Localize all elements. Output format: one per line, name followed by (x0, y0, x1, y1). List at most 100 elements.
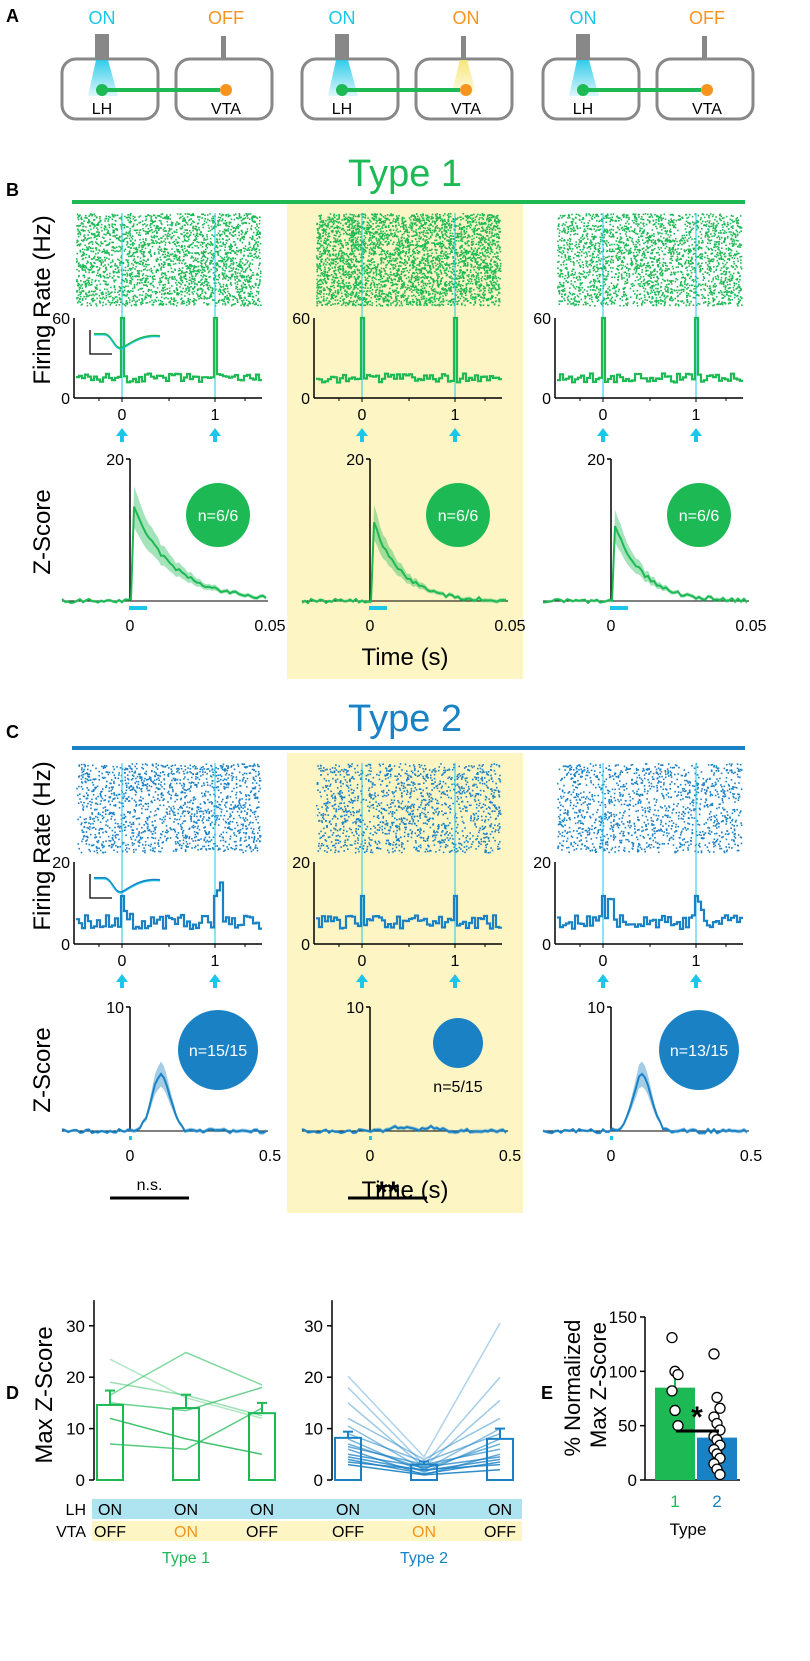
spike-dot (464, 232, 467, 234)
spike-dot (489, 298, 492, 300)
spike-dot (412, 248, 415, 251)
spike-dot (178, 262, 181, 264)
spike-dot (159, 242, 161, 245)
spike-dot (148, 295, 150, 297)
spike-dot (142, 244, 144, 247)
spike-dot (327, 250, 329, 252)
spike-dot (243, 214, 246, 217)
spike-dot (384, 220, 386, 222)
spike-dot (355, 291, 358, 294)
spike-dot (447, 213, 450, 215)
spike-dot (389, 214, 391, 217)
spike-dot (215, 250, 217, 253)
spike-dot (420, 225, 422, 227)
spike-dot (465, 228, 468, 230)
spike-dot (323, 231, 325, 233)
spike-dot (204, 248, 207, 251)
spike-dot (347, 262, 349, 264)
spike-dot (104, 217, 107, 220)
spike-dot (432, 281, 435, 283)
spike-dot (169, 290, 171, 292)
spike-dot (475, 296, 477, 298)
spike-dot (380, 284, 382, 286)
spike-dot (318, 286, 320, 288)
spike-dot (189, 244, 192, 246)
spike-dot (141, 261, 144, 264)
spike-dot (230, 260, 232, 263)
spike-dot (450, 251, 452, 253)
spike-dot (92, 271, 95, 273)
spike-dot (141, 278, 144, 280)
spike-dot (445, 274, 448, 277)
spike-dot (123, 223, 126, 226)
spike-dot (188, 238, 190, 241)
spike-dot (348, 301, 351, 304)
spike-dot (393, 249, 396, 251)
spike-dot (414, 216, 416, 218)
spike-dot (368, 227, 370, 230)
spike-dot (112, 246, 115, 248)
spike-dot (486, 215, 489, 218)
spike-dot (356, 296, 359, 298)
spike-dot (162, 290, 165, 292)
spike-dot (456, 254, 458, 256)
spike-dot (390, 232, 392, 235)
spike-dot (191, 243, 193, 246)
spike-dot (237, 217, 240, 220)
spike-dot (401, 236, 403, 238)
spike-dot (184, 275, 187, 277)
spike-dot (147, 275, 149, 277)
spike-dot (392, 243, 394, 245)
spike-dot (327, 226, 329, 228)
spike-dot (321, 229, 323, 231)
spike-dot (192, 293, 194, 295)
spike-dot (93, 265, 95, 267)
spike-dot (409, 269, 411, 271)
spike-dot (124, 294, 126, 297)
spike-dot (369, 260, 372, 263)
spike-dot (229, 245, 232, 247)
spike-dot (81, 290, 83, 292)
spike-dot (237, 294, 240, 296)
spike-dot (207, 267, 209, 269)
spike-dot (423, 287, 426, 290)
spike-dot (334, 266, 336, 268)
spike-dot (419, 245, 421, 247)
spike-dot (222, 278, 224, 280)
spike-dot (202, 213, 204, 215)
spike-dot (350, 241, 352, 243)
spike-dot (467, 250, 469, 253)
spike-dot (106, 276, 108, 279)
spike-dot (107, 263, 110, 266)
spike-dot (203, 266, 206, 269)
spike-dot (180, 216, 182, 219)
spike-dot (167, 258, 169, 261)
spike-dot (103, 233, 105, 236)
spike-dot (485, 282, 488, 284)
spike-dot (398, 214, 400, 217)
spike-dot (493, 286, 496, 289)
spike-dot (154, 299, 156, 301)
spike-dot (471, 241, 473, 243)
spike-dot (432, 284, 434, 286)
spike-dot (90, 304, 92, 307)
spike-dot (119, 246, 122, 248)
spike-dot (238, 292, 241, 294)
spike-dot (459, 271, 462, 273)
spike-dot (181, 276, 183, 279)
spike-dot (254, 284, 257, 287)
spike-dot (97, 228, 99, 231)
spike-dot (210, 242, 213, 244)
spike-dot (142, 273, 145, 275)
spike-dot (350, 231, 353, 234)
spike-dot (248, 241, 251, 244)
spike-dot (389, 222, 392, 224)
spike-dot (497, 214, 499, 217)
spike-dot (211, 260, 213, 262)
spike-dot (217, 300, 220, 302)
spike-dot (106, 252, 108, 255)
spike-dot (235, 268, 237, 271)
spike-dot (111, 276, 114, 279)
spike-dot (428, 264, 430, 266)
spike-dot (436, 279, 438, 282)
